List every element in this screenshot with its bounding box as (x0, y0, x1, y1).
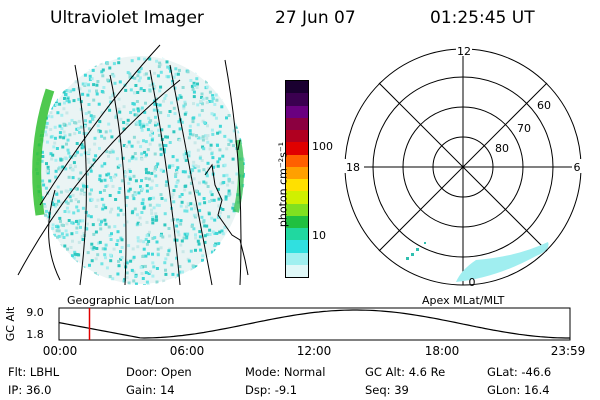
colorbar-unit-label: photon cm⁻²s⁻¹ (276, 141, 290, 228)
colorbar-segment (286, 166, 308, 179)
altitude-ytick-top: 9.0 (26, 306, 44, 319)
mlat-label-70: 70 (517, 122, 531, 135)
colorbar-segment (286, 93, 308, 106)
colorbar-segment (286, 105, 308, 118)
altitude-curve (58, 309, 570, 339)
param-door: Door: Open (126, 365, 192, 379)
geo-grid-lines (17, 44, 242, 286)
mlt-label-6: 6 (574, 161, 581, 174)
instrument-title: Ultraviolet Imager (50, 8, 204, 28)
colorbar-segment (286, 191, 308, 204)
mlat-label-60: 60 (537, 99, 551, 112)
mlt-label-0: 0 (469, 276, 476, 289)
xtick-3: 18:00 (425, 344, 460, 358)
altitude-plot: 9.0 1.8 GC Alt 00:00 06:00 12:00 18:00 2… (4, 306, 586, 358)
param-dsp: Dsp: -9.1 (245, 383, 298, 397)
mlt-label-18: 18 (346, 161, 360, 174)
altitude-plot-frame (58, 307, 571, 341)
polar-plot: 12 18 6 0 60 70 80 (342, 44, 584, 289)
image-date: 27 Jun 07 (275, 8, 356, 28)
xtick-1: 06:00 (170, 344, 205, 358)
colorbar-segment (286, 264, 308, 277)
polar-aurora-specks (406, 242, 426, 260)
colorbar (285, 80, 309, 278)
altitude-ylabel: GC Alt (4, 306, 17, 341)
param-flt: Flt: LBHL (8, 365, 60, 379)
image-time: 01:25:45 UT (430, 8, 535, 28)
param-gc-alt: GC Alt: 4.6 Re (365, 365, 446, 379)
param-seq: Seq: 39 (365, 383, 409, 397)
colorbar-segment (286, 81, 308, 94)
colorbar-segment (286, 117, 308, 130)
polar-diagonal-b (378, 82, 548, 252)
polar-aurora-patch (456, 242, 549, 282)
xtick-0: 00:00 (43, 344, 78, 358)
xtick-4: 23:59 (551, 344, 586, 358)
colorbar-segment (286, 252, 308, 265)
colorbar-segment (286, 228, 308, 241)
colorbar-segment (286, 130, 308, 143)
mlat-label-80: 80 (495, 142, 509, 155)
xtick-2: 12:00 (297, 344, 332, 358)
geographic-image (17, 44, 249, 286)
coastline-fragment (237, 139, 241, 151)
altitude-ytick-bottom: 1.8 (26, 328, 44, 341)
colorbar-tick-100: 100 (312, 140, 333, 153)
colorbar-tick-10: 10 (312, 229, 326, 242)
coastline (204, 163, 249, 276)
param-glon: GLon: 16.4 (487, 383, 550, 397)
colorbar-segment (286, 154, 308, 167)
colorbar-segment (286, 203, 308, 216)
apex-projection-label: Apex MLat/MLT (422, 294, 505, 307)
param-gain: Gain: 14 (126, 383, 175, 397)
param-mode: Mode: Normal (245, 365, 326, 379)
colorbar-segment (286, 240, 308, 253)
colorbar-segment (286, 142, 308, 155)
colorbar-segment (286, 179, 308, 192)
colorbar-segment (286, 215, 308, 228)
param-glat: GLat: -46.6 (487, 365, 552, 379)
mlt-label-12: 12 (457, 45, 471, 58)
limb-emission-left (32, 88, 55, 216)
param-ip: IP: 36.0 (8, 383, 52, 397)
geographic-projection-label: Geographic Lat/Lon (67, 294, 175, 307)
